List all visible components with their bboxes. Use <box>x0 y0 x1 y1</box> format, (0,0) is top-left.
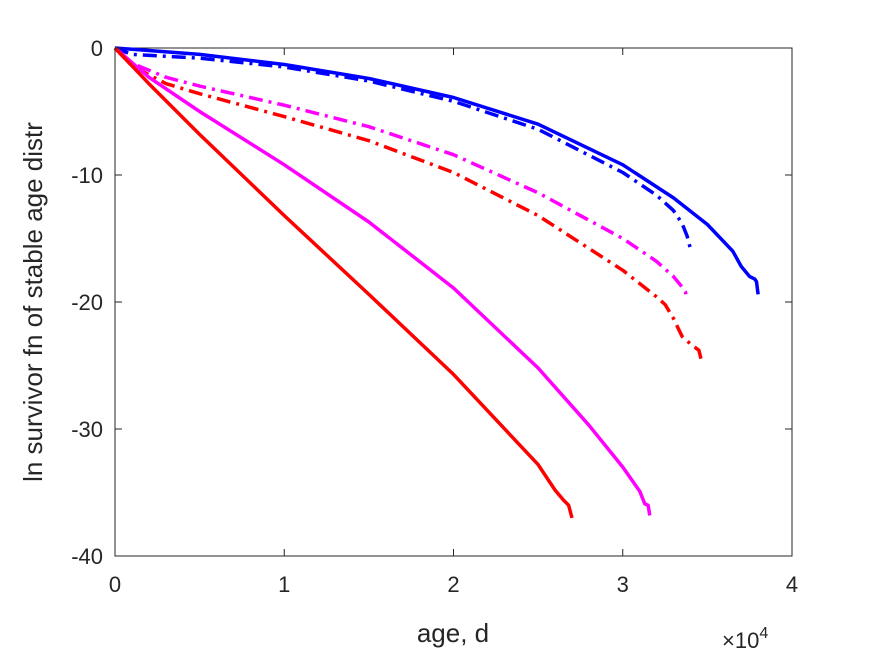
plot-area <box>114 47 793 557</box>
series-layer <box>113 46 760 519</box>
tick-layer: 0 1 2 3 4 0 -10 -20 -30 -40 <box>71 36 798 597</box>
series-line-1 <box>114 46 760 295</box>
y-tick-label: -10 <box>71 163 103 188</box>
x-tick-label: 1 <box>278 572 290 597</box>
x-multiplier-base: ×10 <box>722 628 759 653</box>
x-multiplier-exponent: 4 <box>759 625 768 642</box>
y-tick-label: -20 <box>71 290 103 315</box>
x-tick-label: 2 <box>447 572 459 597</box>
y-tick-label: 0 <box>91 36 103 61</box>
x-axis-label: age, d <box>417 618 489 648</box>
y-axis-label: ln survivor fn of stable age distr <box>18 122 48 482</box>
series-line-4 <box>113 46 704 365</box>
x-tick-label: 3 <box>617 572 629 597</box>
y-tick-label: -30 <box>71 417 103 442</box>
y-tick-label: -40 <box>71 544 103 569</box>
series-line-6 <box>113 46 574 519</box>
x-tick-label: 0 <box>109 572 121 597</box>
series-line-3 <box>113 46 689 300</box>
x-tick-label: 4 <box>786 572 798 597</box>
series-line-5 <box>113 46 652 516</box>
x-multiplier-label: ×104 <box>722 625 768 653</box>
